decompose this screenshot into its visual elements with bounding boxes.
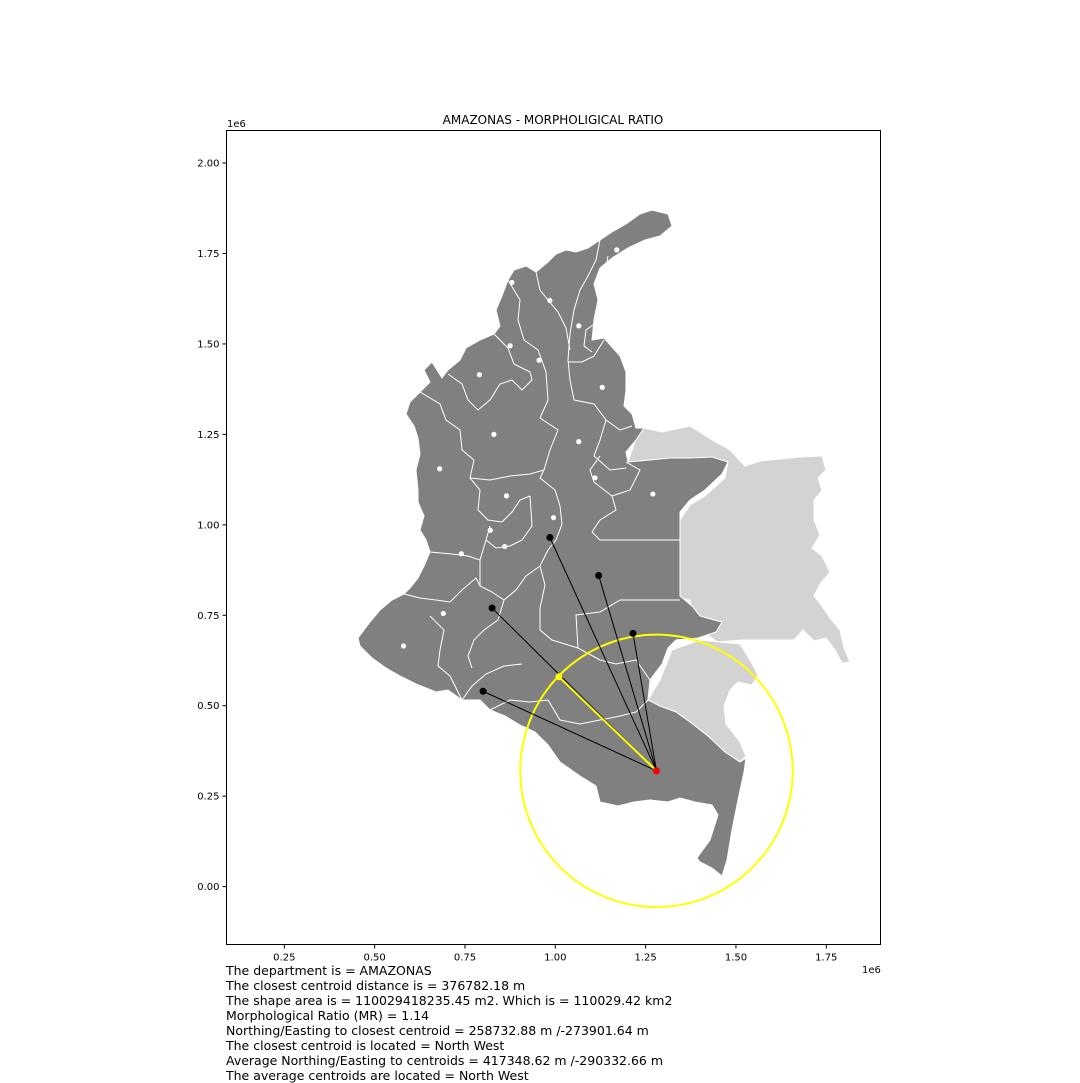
department-centroid-point: [599, 384, 605, 390]
info-line-closest-offset: Northing/Easting to closest centroid = 2…: [226, 1023, 649, 1038]
department-centroid-point: [507, 343, 513, 349]
department-centroid-point: [400, 643, 407, 649]
y-tick-label: 1.75: [197, 249, 219, 260]
department-centroid-point: [547, 297, 553, 304]
department-centroid-point: [650, 491, 656, 497]
neighbor-centroid-point: [595, 571, 603, 579]
centroid-connector-line: [598, 575, 657, 771]
info-panel: The department is = AMAZONAS The closest…: [226, 963, 672, 1083]
info-line-average-direction: The average centroids are located = Nort…: [226, 1068, 529, 1083]
x-tick-label: 1.50: [725, 953, 747, 964]
neighbor-centroid-point: [629, 629, 637, 637]
y-tick-label: 1.50: [197, 339, 219, 350]
info-line-department: The department is = AMAZONAS: [226, 963, 432, 978]
x-tick-label: 0.50: [364, 953, 386, 964]
x-tick-label: 1.25: [635, 953, 657, 964]
y-tick-label: 0.75: [197, 611, 219, 622]
department-centroid-point: [476, 372, 483, 378]
info-line-average-offset: Average Northing/Easting to centroids = …: [226, 1053, 664, 1068]
closest-centroid-line: [558, 676, 658, 772]
info-line-morphological-ratio: Morphological Ratio (MR) = 1.14: [226, 1008, 430, 1023]
info-line-closest-direction: The closest centroid is located = North …: [226, 1038, 505, 1053]
x-tick-label: 1.00: [544, 953, 566, 964]
x-tick-label: 1.75: [815, 953, 837, 964]
department-centroid-point: [576, 323, 582, 329]
y-tick-label: 0.50: [197, 701, 219, 712]
centroid-connector-line: [482, 690, 657, 772]
neighbor-centroid-point: [479, 687, 487, 695]
department-centroid-point: [576, 439, 582, 445]
info-line-shape-area: The shape area is = 110029418235.45 m2. …: [226, 993, 673, 1008]
y-tick-label: 1.00: [197, 520, 219, 531]
department-centroid-point: [592, 475, 598, 481]
closest-centroid-point: [555, 673, 563, 681]
plot-title: AMAZONAS - MORPHOLIGICAL RATIO: [443, 113, 664, 127]
y-tick-label: 0.00: [197, 882, 219, 893]
x-tick-label: 0.25: [273, 953, 295, 964]
y-tick-label: 0.25: [197, 792, 219, 803]
axis-ticks: 0.25 0.50 0.75 1.00 1.25 1.50 1.75 0.00 0.25 0.50…: [197, 159, 837, 964]
neighbor-centroid-point: [546, 534, 554, 541]
department-centroid-point: [491, 431, 497, 437]
department-centroid-point: [458, 551, 464, 557]
target-centroid-point: [652, 767, 660, 775]
department-centroid-point: [437, 466, 443, 472]
department-centroid-point: [509, 279, 515, 286]
department-centroid-point: [503, 493, 510, 499]
centroid-connector-line: [632, 633, 657, 771]
department-centroid-point: [614, 247, 620, 253]
neighbor-centroid-point: [488, 604, 496, 612]
y-tick-label: 1.25: [197, 430, 219, 441]
info-line-closest-distance: The closest centroid distance is = 37678…: [226, 978, 526, 993]
department-centroid-point: [502, 543, 508, 550]
department-centroid-point: [550, 515, 557, 521]
centroid-overlay: [400, 247, 794, 909]
y-offset-label: 1e6: [227, 119, 246, 130]
department-centroid-point: [487, 527, 493, 533]
y-tick-label: 2.00: [197, 159, 219, 170]
neighbor-country-east: [627, 425, 851, 664]
centroid-connector-line: [549, 537, 657, 772]
department-borders: [403, 239, 680, 725]
x-tick-label: 0.75: [454, 953, 476, 964]
department-centroid-point: [536, 357, 542, 363]
closest-distance-circle: [519, 633, 794, 909]
department-centroid-point: [440, 610, 446, 617]
x-offset-label: 1e6: [862, 965, 881, 976]
